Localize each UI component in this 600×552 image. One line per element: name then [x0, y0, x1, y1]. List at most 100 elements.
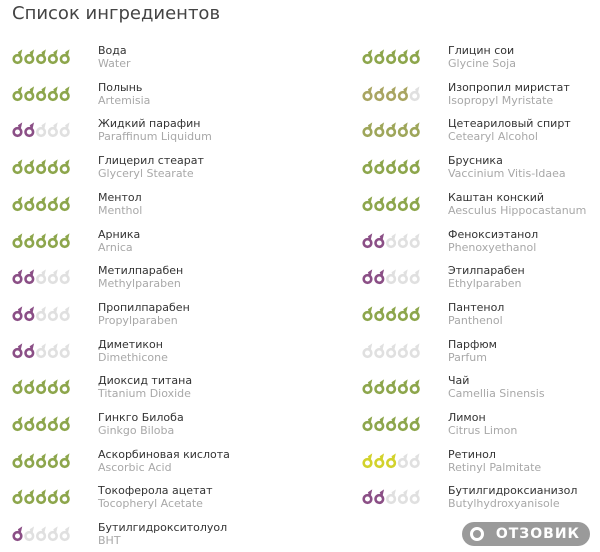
rating-icon-filled — [386, 379, 397, 395]
icon-ring — [386, 347, 397, 358]
icon-ring — [386, 457, 397, 468]
icon-leaf — [17, 86, 23, 96]
icon-leaf — [415, 86, 420, 96]
ingredient-name: Каштан конский — [448, 190, 545, 204]
ingredient: Арника Arnica — [12, 228, 272, 258]
icon-leaf — [367, 122, 373, 133]
icon-leaf — [367, 86, 373, 96]
icon-ring — [397, 53, 409, 65]
ingredient-name: Изопропил миристат — [448, 80, 570, 94]
icon-leaf — [367, 379, 373, 390]
rating — [12, 49, 70, 65]
rating — [12, 196, 70, 211]
icon-leaf — [367, 416, 373, 426]
icon-leaf — [53, 49, 58, 59]
icon-leaf — [17, 453, 23, 463]
rating-icon-filled — [374, 159, 385, 175]
icon-leaf — [415, 453, 420, 463]
rating-icon-filled — [59, 159, 70, 175]
icon-leaf — [403, 416, 408, 426]
rating-icon-filled — [386, 86, 397, 101]
rating-icon-filled — [24, 232, 35, 248]
icon-ring — [24, 530, 35, 542]
icon-leaf — [53, 526, 58, 536]
icon-ring — [397, 420, 409, 432]
rating-icon-filled — [397, 86, 409, 101]
icon-ring — [12, 200, 23, 211]
icon-ring — [362, 200, 373, 211]
rating — [12, 416, 70, 432]
icon-leaf — [367, 342, 373, 353]
icon-ring — [12, 127, 23, 138]
icon-ring — [59, 237, 70, 248]
rating-icon-filled — [397, 416, 409, 432]
ingredient: Диметикон Dimethicone — [12, 338, 272, 368]
icon-ring — [36, 90, 47, 101]
rating-icon-filled — [374, 86, 385, 101]
ingredient-latin: Citrus Limon — [448, 424, 518, 437]
icon-leaf — [367, 232, 373, 243]
icon-leaf — [391, 49, 396, 59]
icon-leaf — [367, 306, 373, 316]
rating-icon-empty — [47, 306, 59, 321]
rating-icon-filled — [12, 306, 23, 321]
ingredient: Каштан конский Aesculus Hippocastanum — [362, 191, 600, 221]
icon-leaf — [41, 122, 46, 133]
ingredient: Цетеариловый спирт Cetearyl Alcohol — [362, 117, 600, 147]
rating — [362, 159, 420, 175]
icon-ring — [397, 200, 409, 211]
rating-icon-empty — [59, 526, 70, 542]
icon-ring — [12, 90, 23, 101]
icon-leaf — [415, 416, 420, 426]
icon-leaf — [65, 489, 70, 500]
rating-icon-filled — [362, 49, 373, 65]
icon-leaf — [65, 379, 70, 390]
ingredient-name: Лимон — [448, 411, 486, 424]
icon-ring — [409, 53, 420, 65]
icon-leaf — [391, 196, 396, 206]
icon-leaf — [379, 379, 385, 390]
icon-leaf — [403, 86, 408, 96]
icon-ring — [12, 53, 23, 65]
rating-icon-filled — [397, 379, 409, 395]
icon-leaf — [403, 232, 408, 243]
ingredient-latin: Menthol — [98, 203, 143, 217]
rating — [12, 122, 70, 138]
icon-ring — [24, 237, 35, 248]
ingredient-latin: Butylhydroxyanisole — [448, 497, 560, 511]
icon-leaf — [379, 453, 385, 463]
icon-ring — [409, 127, 420, 138]
icon-ring — [362, 127, 373, 138]
icon-leaf — [53, 159, 58, 169]
icon-ring — [409, 457, 420, 468]
ingredient-latin: Tocopheryl Acetate — [98, 497, 203, 511]
rating-icon-empty — [36, 122, 47, 138]
ingredient: Парфюм Parfum — [362, 338, 600, 368]
icon-ring — [362, 457, 373, 468]
rating-icon-filled — [374, 122, 385, 138]
icon-leaf — [65, 306, 70, 316]
icon-ring — [12, 163, 23, 175]
rating-icon-empty — [409, 86, 420, 101]
icon-leaf — [379, 49, 385, 59]
rating-icon-filled — [36, 232, 47, 248]
icon-ring — [47, 384, 59, 395]
icon-ring — [24, 310, 35, 321]
icon-leaf — [415, 159, 420, 169]
icon-leaf — [367, 489, 373, 500]
icon-leaf — [41, 159, 46, 169]
icon-ring — [386, 53, 397, 65]
rating-icon-filled — [362, 489, 373, 505]
icon-leaf — [403, 196, 408, 206]
icon-leaf — [41, 196, 46, 206]
rating-icon-filled — [374, 306, 385, 321]
icon-leaf — [391, 159, 396, 169]
icon-leaf — [53, 489, 58, 500]
icon-ring — [12, 494, 23, 505]
rating-icon-filled — [59, 489, 70, 505]
rating-icon-filled — [409, 196, 420, 211]
ingredient-latin: Retinyl Palmitate — [448, 460, 542, 474]
icon-ring — [12, 457, 23, 468]
icon-ring — [12, 237, 23, 248]
icon-ring — [397, 127, 409, 138]
